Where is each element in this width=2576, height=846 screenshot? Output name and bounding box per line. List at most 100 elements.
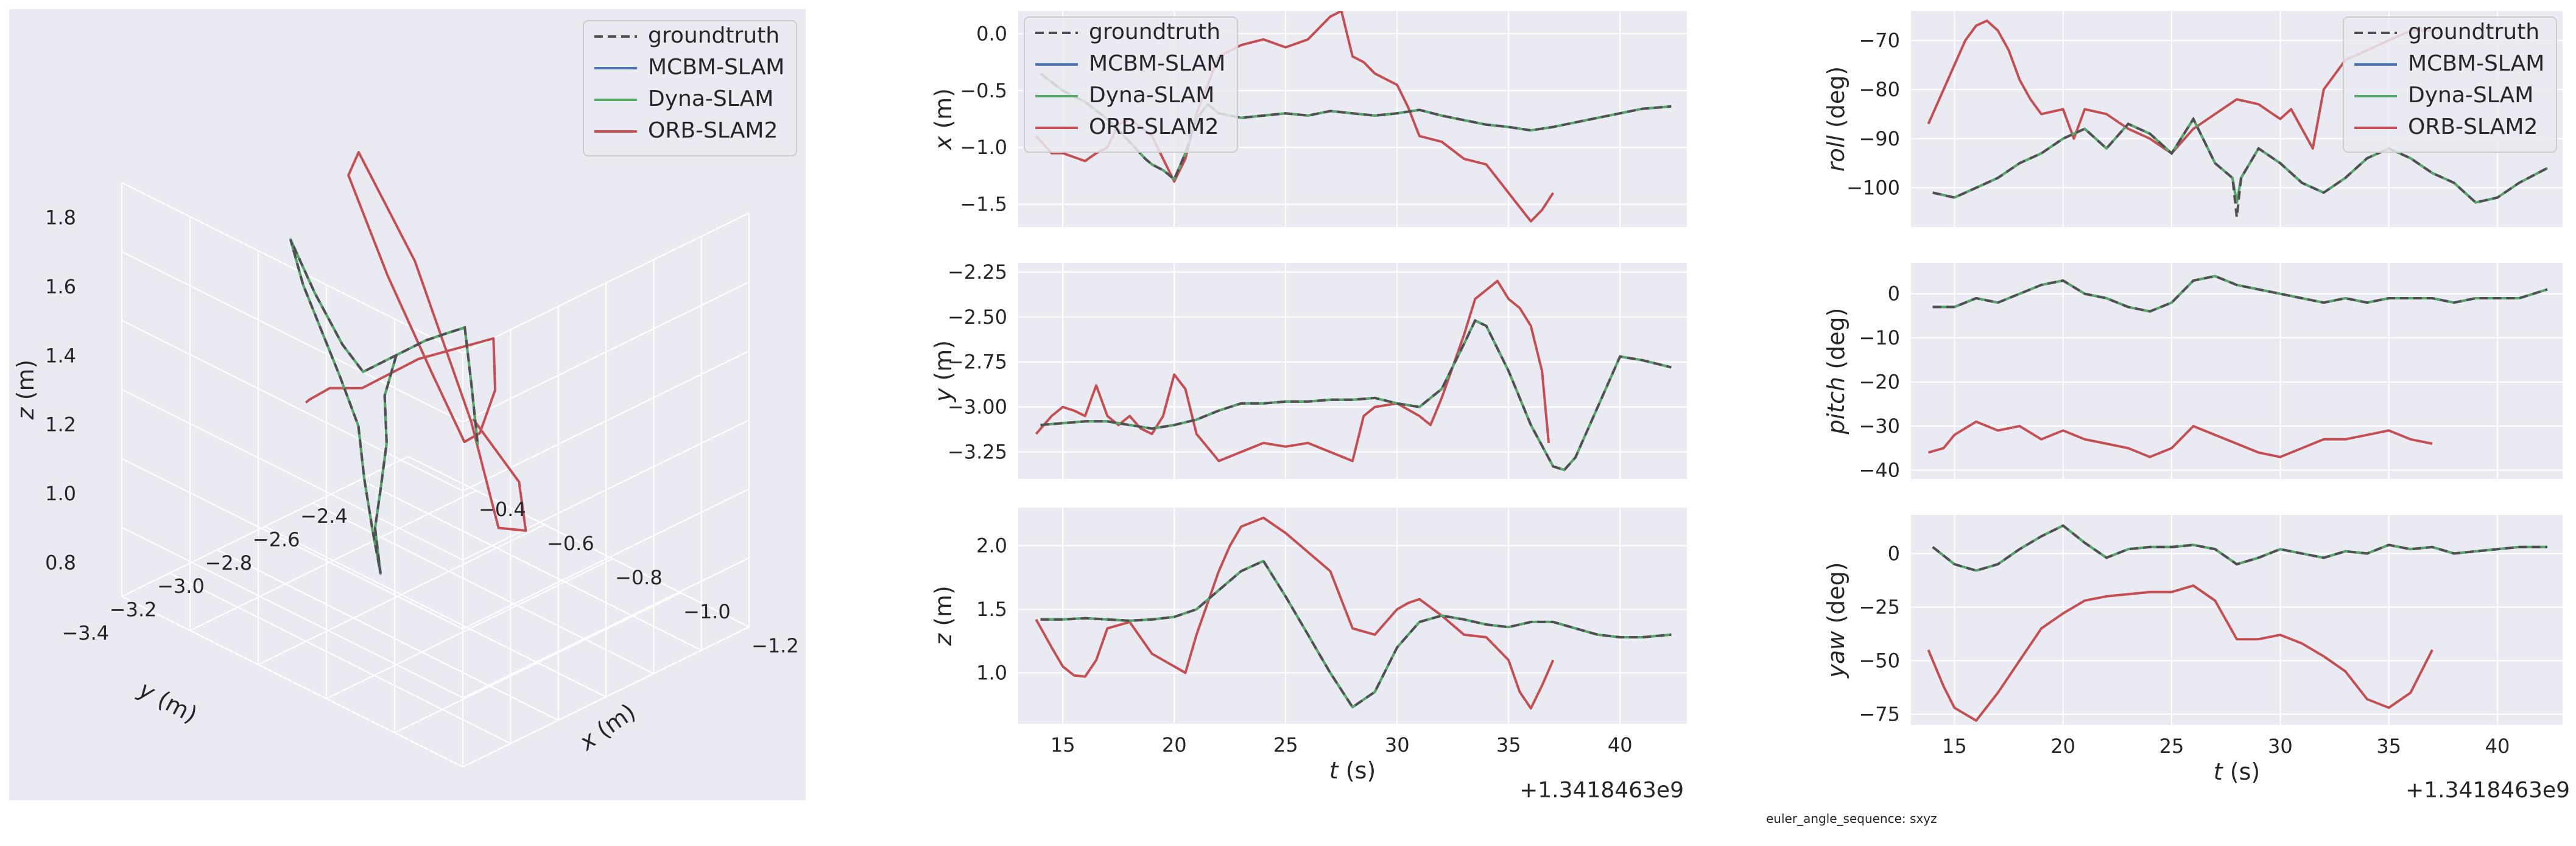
series-line-groundtruth [1040,72,1672,181]
roll-vs-time-plot: −70 −80 −90 −100 roll (deg) groundtruth MCBM-S… [1823,11,2563,227]
x-tick-label: 25 [1273,733,1298,757]
legend-label-mcbm-slam: MCBM-SLAM [648,55,784,80]
y-axis-label: roll (deg) [1823,66,1849,172]
x-tick-label: 25 [2159,735,2184,758]
x-axis-label-var: t [1329,757,1340,784]
series-line-dyna-slam [1932,117,2548,204]
y-tick-label: −25 [1859,595,1900,618]
y-axis-label-unit: (m) [930,340,957,388]
y-axis-label-var: y [930,388,957,402]
time-offset-label-mid: +1.3418463e9 [1519,778,1684,803]
series-line-groundtruth [289,239,479,574]
z-tick-label: 1.6 [45,275,76,298]
y-tick-label: −2.50 [948,306,1007,329]
series-line-dyna-slam [1040,559,1672,708]
y-axis-label-unit: (m) [930,586,957,634]
grid-line-y-floor [407,456,750,628]
x-tick-label: −0.4 [479,498,526,521]
series-line-orb-slam2 [1927,584,2433,722]
y-tick-label: −2.75 [948,351,1007,374]
x-tick-label: 20 [2050,735,2075,758]
x-axis-label-var: t [2214,758,2224,785]
legend-label-groundtruth: groundtruth [2408,19,2539,44]
series-line-orb-slam2 [1035,279,1550,463]
y-axis-label: pitch (deg) [1823,308,1849,435]
grid-line-y-floor [217,549,559,721]
x-tick-label: 30 [1385,733,1410,757]
y-tick-label: 1.5 [976,598,1007,621]
y-axis-label: x (m) [930,88,957,150]
legend-label-orb-slam2: ORB-SLAM2 [648,118,778,143]
legend-label-mcbm-slam: MCBM-SLAM [1089,51,1225,76]
y-tick-label: 1.0 [976,661,1007,684]
y-tick-label: −2.25 [948,260,1007,284]
y-tick-label: 0 [1888,542,1900,565]
grid-line-y-floor [169,572,511,744]
y-axis-label-var: z [930,633,957,646]
y-axis-label-unit: (deg) [1823,66,1849,135]
x-axis-label: t (s) [2214,758,2260,785]
pitch-vs-time-plot: 0 −10 −20 −30 −40 pitch (deg) [1823,263,2563,482]
series-line-groundtruth [1932,524,2547,572]
y-tick-label: −1.0 [960,136,1007,159]
y-tick-label: 0 [1888,282,1900,306]
y-axis-label-unit: (deg) [1823,562,1849,631]
legend-box [583,20,797,156]
y-axis-label-var: pitch [1823,377,1849,435]
x-axis-label-unit: (s) [2223,758,2261,785]
grid-line-y-floor [121,596,463,767]
z-tick-label: 0.8 [45,551,76,574]
y-axis-label-var: yaw [1823,631,1849,679]
x-vs-time-plot: 0.0 −0.5 −1.0 −1.5 x (m) groundtruth MCBM-SLAM… [930,11,1687,227]
y-tick-label: −20 [1859,371,1900,394]
y-tick-label: 2.0 [976,534,1007,558]
y-axis-label: yaw (deg) [1823,562,1849,678]
legend-box [1024,16,1238,153]
z-axis-label-unit: (m) [12,360,39,408]
legend-box [2343,16,2557,153]
y-vs-time-plot: −2.25 −2.50 −2.75 −3.00 −3.25 y (m) [930,260,1687,479]
z-tick-label: 1.0 [45,482,76,505]
x-tick-label: −0.8 [615,566,663,589]
y-tick-label: −70 [1859,29,1900,52]
series-line-groundtruth [1932,274,2548,313]
y-tick-label: −10 [1859,326,1900,349]
series-line-orb-slam2 [304,151,527,532]
plot-area [1911,263,2563,479]
y-tick-label: −80 [1859,78,1900,101]
z-vs-time-plot: 15 20 25 30 35 40 1.0 1.5 2.0 z (m) t (s) [930,508,1687,784]
x-axis-label: t (s) [1329,757,1376,784]
y-tick-label: −2.8 [205,551,252,575]
time-offset-label-right: +1.3418463e9 [2405,778,2570,803]
y-axis-label-var: x [930,136,957,150]
plot-area [1018,263,1687,479]
y-tick-label: −0.5 [960,79,1007,102]
y-tick-label: −40 [1859,459,1900,482]
x-tick-label: 15 [1942,735,1967,758]
x-tick-label: 35 [2376,735,2401,758]
x-tick-label: 30 [2268,735,2293,758]
grid-line-y-floor [312,502,654,674]
z-axis-label: z (m) [12,360,39,421]
trajectory-3d-plot: 1.8 1.6 1.4 1.2 1.0 0.8 −3.4−3.2−3.0−2.8−2.6−2… [9,9,806,800]
legend-label-orb-slam2: ORB-SLAM2 [2408,114,2538,139]
y-tick-label: −90 [1859,127,1900,150]
legend-label-dyna-slam: Dyna-SLAM [648,86,773,111]
z-tick-label: 1.2 [45,413,76,436]
x-tick-label: 40 [1608,733,1633,757]
y-axis-label-var: roll [1823,135,1849,172]
z-tick-label: 1.4 [45,344,76,367]
series-line-orb-slam2 [1927,420,2433,458]
legend-label-groundtruth: groundtruth [1089,19,1220,44]
yaw-vs-time-plot: 15 20 25 30 35 40 0 −25 −50 −75 yaw (deg) t (s) [1823,515,2563,785]
grid-line-y-floor [264,526,607,697]
x-tick-label: 15 [1050,733,1075,757]
y-tick-label: −1.5 [960,193,1007,216]
x-tick-label: −1.2 [751,634,799,657]
z-axis-label-var: z [12,407,39,420]
y-axis-label-unit: (m) [930,88,957,136]
x-tick-label: 35 [1496,733,1521,757]
y-axis-label: z (m) [930,586,957,646]
x-axis-label-unit: (s) [1339,757,1376,784]
grid-line-y-floor [360,479,702,651]
